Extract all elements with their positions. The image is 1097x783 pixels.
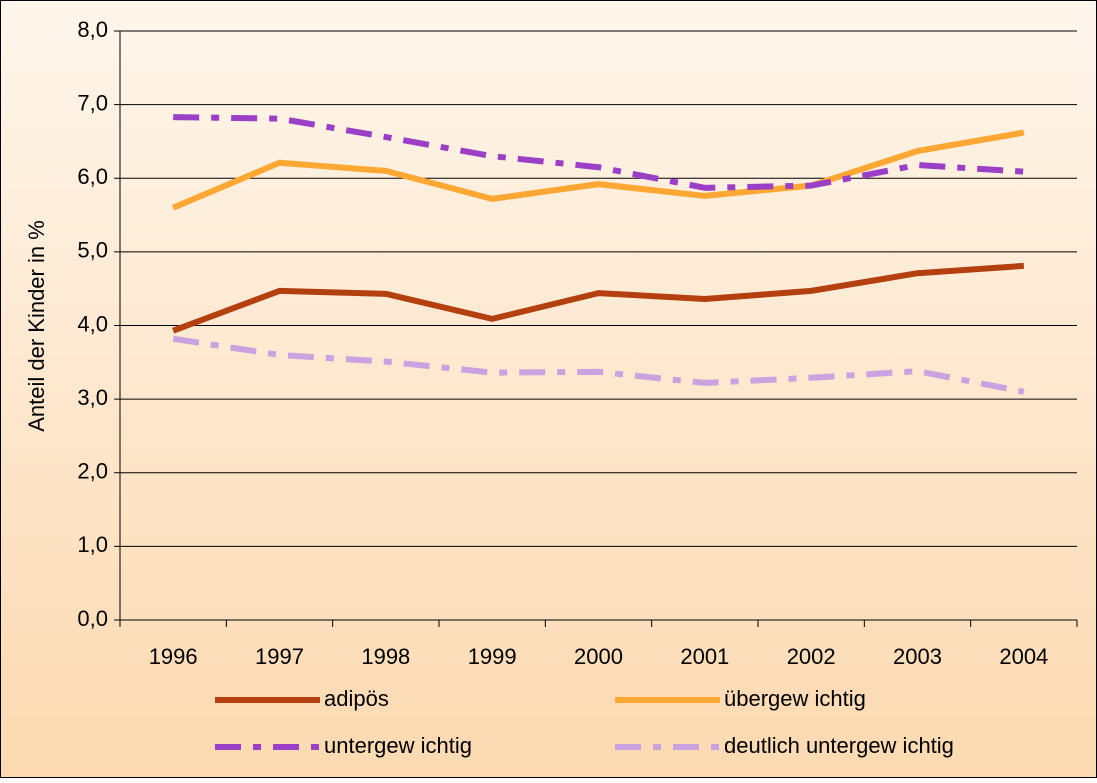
- y-tick-label: 8,0: [77, 17, 108, 42]
- x-tick-label: 1996: [149, 644, 198, 669]
- series-line: [172, 262, 1025, 334]
- x-tick-label: 2000: [574, 644, 623, 669]
- x-tick-label: 2003: [893, 644, 942, 669]
- legend-label: übergew ichtig: [724, 686, 866, 711]
- y-tick-label: 7,0: [77, 90, 108, 115]
- x-tick-label: 2002: [787, 644, 836, 669]
- series-line: [171, 129, 1025, 211]
- legend-label: untergew ichtig: [324, 733, 472, 758]
- legend-label: deutlich untergew ichtig: [724, 733, 954, 758]
- x-tick-label: 1999: [468, 644, 517, 669]
- y-tick-label: 2,0: [77, 459, 108, 484]
- x-tick-label: 1997: [255, 644, 304, 669]
- x-tick-label: 2001: [680, 644, 729, 669]
- y-tick-label: 5,0: [77, 238, 108, 263]
- series-line: [172, 335, 1025, 395]
- y-tick-label: 1,0: [77, 532, 108, 557]
- y-tick-label: 4,0: [77, 311, 108, 336]
- y-tick-label: 3,0: [77, 385, 108, 410]
- x-tick-label: 2004: [999, 644, 1048, 669]
- legend-label: adipös: [324, 686, 389, 711]
- y-tick-label: 6,0: [77, 164, 108, 189]
- y-tick-label: 0,0: [77, 606, 108, 631]
- series-line: [173, 114, 1025, 191]
- x-tick-label: 1998: [361, 644, 410, 669]
- y-axis-label: Anteil der Kinder in %: [24, 220, 49, 432]
